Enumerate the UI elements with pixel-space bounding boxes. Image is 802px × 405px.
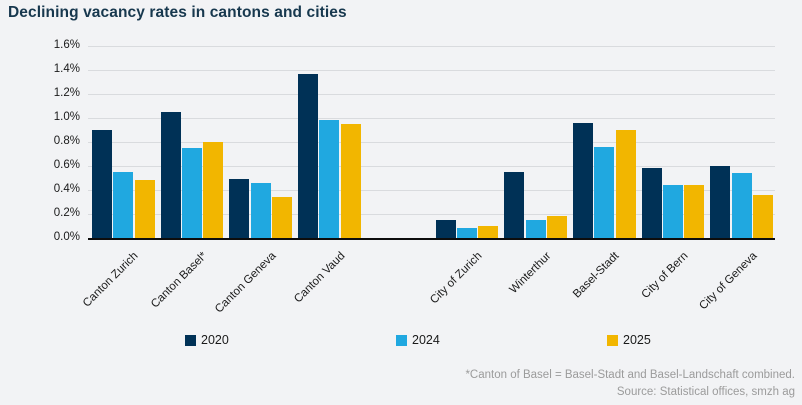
- y-axis-tick-label: 0.6%: [53, 159, 80, 171]
- legend-swatch-2020: [185, 334, 196, 346]
- y-axis-tick-label: 1.0%: [53, 111, 80, 123]
- gridline: [88, 46, 775, 47]
- y-axis-tick-label: 1.2%: [53, 87, 80, 99]
- bar-2025: [478, 226, 499, 238]
- bar-2024: [731, 173, 752, 238]
- x-axis-category-label: City of Geneva: [696, 250, 760, 313]
- bar-2025: [615, 130, 636, 238]
- gridline: [88, 94, 775, 95]
- x-axis-category-label: Winterthur: [507, 250, 554, 296]
- bar-2024: [662, 185, 683, 238]
- bar-2025: [272, 197, 292, 238]
- y-axis-tick-label: 0.4%: [53, 183, 80, 195]
- footnote-basel: *Canton of Basel = Basel-Stadt and Basel…: [465, 369, 795, 381]
- bar-2020: [229, 179, 250, 238]
- bar-2024: [182, 148, 202, 238]
- legend-swatch-2024: [396, 334, 407, 346]
- bar-2020: [504, 172, 525, 238]
- x-axis-line: [88, 238, 775, 240]
- bar-2024: [456, 228, 477, 238]
- legend-label-2020: 2020: [201, 333, 229, 347]
- gridline: [88, 166, 775, 167]
- bar-2025: [134, 180, 155, 238]
- gridline: [88, 70, 775, 71]
- legend-label-2024: 2024: [412, 333, 440, 347]
- x-axis-category-label: Canton Geneva: [212, 250, 279, 316]
- bar-2025: [684, 185, 705, 238]
- bar-2025: [203, 142, 224, 238]
- gridline: [88, 142, 775, 143]
- x-axis-category-label: Canton Zurich: [81, 250, 141, 310]
- x-axis-category-label: Basel-Stadt: [571, 250, 622, 301]
- bar-2020: [641, 168, 662, 238]
- bar-2025: [752, 194, 773, 238]
- bar-2020: [298, 73, 319, 238]
- bar-2024: [113, 172, 134, 238]
- bar-2024: [250, 182, 271, 238]
- legend-item-2020: 2020: [185, 333, 229, 347]
- gridline: [88, 214, 775, 215]
- legend-label-2025: 2025: [623, 333, 651, 347]
- bar-2025: [340, 124, 361, 238]
- gridline: [88, 190, 775, 191]
- y-axis-tick-label: 0.2%: [53, 207, 80, 219]
- x-axis-category-label: Canton Vaud: [291, 250, 347, 306]
- x-axis-category-label: Canton Basel*: [149, 250, 210, 311]
- y-axis-tick-label: 0.8%: [53, 135, 80, 147]
- bar-2020: [160, 112, 181, 238]
- y-axis-tick-label: 1.4%: [53, 63, 80, 75]
- x-axis-category-label: City of Zurich: [427, 250, 485, 307]
- legend-item-2024: 2024: [396, 333, 440, 347]
- bar-2025: [546, 216, 567, 238]
- bar-2020: [435, 220, 456, 238]
- y-axis-tick-label: 0.0%: [53, 231, 80, 243]
- legend-swatch-2025: [607, 334, 618, 346]
- y-axis-tick-label: 1.6%: [53, 39, 80, 51]
- source-note: Source: Statistical offices, smzh ag: [616, 386, 795, 398]
- gridline: [88, 118, 775, 119]
- chart-title: Declining vacancy rates in cantons and c…: [8, 4, 347, 21]
- legend-item-2025: 2025: [607, 333, 651, 347]
- bar-2024: [319, 120, 340, 238]
- bar-2020: [92, 130, 112, 238]
- bar-2020: [710, 166, 731, 238]
- x-axis-category-label: City of Bern: [639, 250, 691, 301]
- bar-2024: [594, 146, 615, 238]
- bar-2020: [572, 122, 593, 238]
- bar-2024: [525, 220, 546, 238]
